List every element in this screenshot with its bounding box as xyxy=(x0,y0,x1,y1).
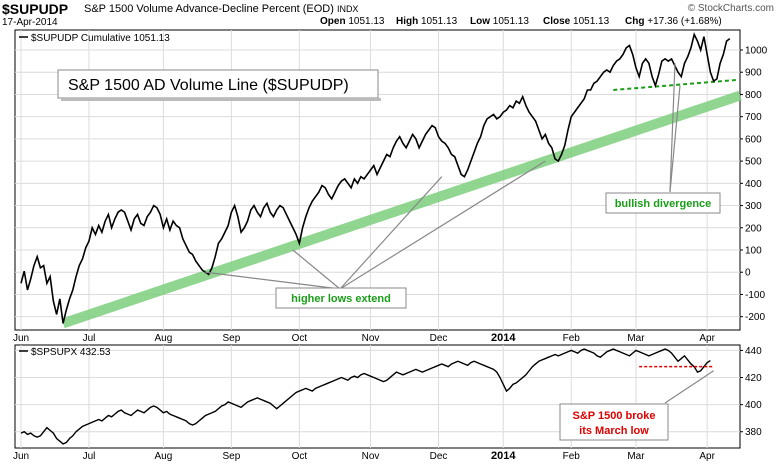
series-line-supudp xyxy=(20,32,731,324)
y-tick-label: 1000 xyxy=(745,46,768,57)
annotation-box-higher-lows xyxy=(275,287,407,309)
title-box xyxy=(57,69,379,99)
x-tick-label: Nov xyxy=(362,333,380,344)
x-tick-label: Mar xyxy=(627,333,645,344)
open-label: Open xyxy=(320,16,346,27)
x-tick-label: Oct xyxy=(292,451,308,462)
annotation-higher-lows: higher lows extend xyxy=(291,293,391,305)
x-tick-label: Nov xyxy=(362,451,380,462)
change-value: +17.36 (+1.68%) xyxy=(647,16,722,27)
x-tick-label: Jul xyxy=(83,333,96,344)
trend-band xyxy=(61,90,742,329)
change-quote: Chg +17.36 (+1.68%) xyxy=(625,16,722,27)
chart-date: 17-Apr-2014 xyxy=(2,17,58,28)
y-tick-label: 500 xyxy=(745,157,762,168)
y-tick-label: 700 xyxy=(745,112,762,123)
x-tick-label: Apr xyxy=(699,451,715,462)
annotation-pointer xyxy=(292,249,341,290)
high-quote: High 1051.13 xyxy=(396,16,457,27)
x-tick-label: Oct xyxy=(292,333,308,344)
y-tick-label: 100 xyxy=(745,246,762,257)
annotation-pointer xyxy=(339,160,546,290)
annotation-pointer xyxy=(339,176,443,290)
x-tick-label: Jun xyxy=(13,333,29,344)
x-tick-label: Sep xyxy=(222,451,240,462)
y-tick-label: -200 xyxy=(745,312,765,323)
x-tick-label: Jul xyxy=(83,451,96,462)
annotation-pointer xyxy=(205,271,341,290)
y-tick-label: -100 xyxy=(745,290,765,301)
y-tick-label: 600 xyxy=(745,134,762,145)
y-tick-label: 200 xyxy=(745,223,762,234)
y-tick-label: 380 xyxy=(745,427,762,438)
x-tick-label: Aug xyxy=(155,451,173,462)
annotation-march-low-line1: S&P 1500 broke xyxy=(573,410,656,422)
y-tick-label: 900 xyxy=(745,68,762,79)
y-tick-label: 400 xyxy=(745,179,762,190)
x-tick-label: Aug xyxy=(155,333,173,344)
x-tick-label: 2014 xyxy=(491,450,516,462)
y-tick-label: 0 xyxy=(745,268,751,279)
low-value: 1051.13 xyxy=(492,16,529,27)
annotation-pointer xyxy=(669,63,676,193)
x-tick-label: Apr xyxy=(699,333,715,344)
high-label: High xyxy=(396,16,419,27)
x-tick-label: Sep xyxy=(222,333,240,344)
open-quote: Open 1051.13 xyxy=(320,16,385,27)
legend-label: $SUPUDP Cumulative 1051.13 xyxy=(31,33,170,44)
high-value: 1051.13 xyxy=(421,16,458,27)
series-line-spsupx xyxy=(20,348,711,445)
chart-header: $SUPUDP S&P 1500 Volume Advance-Decline … xyxy=(0,0,780,30)
x-tick-label: 2014 xyxy=(491,332,516,344)
annotation-march-low-line2: its March low xyxy=(579,425,649,437)
annotation-pointer xyxy=(664,370,714,404)
y-tick-label: 800 xyxy=(745,90,762,101)
ticker-description: S&P 1500 Volume Advance-Decline Percent … xyxy=(84,3,358,15)
title-box-shadow xyxy=(61,98,381,101)
x-tick-label: Jun xyxy=(13,451,29,462)
annotation-box-march-low xyxy=(559,403,669,441)
x-tick-label: Feb xyxy=(563,451,581,462)
ticker-symbol: $SUPUDP xyxy=(2,1,69,17)
low-quote: Low 1051.13 xyxy=(470,16,529,27)
legend-label: $SPSUPX 432.53 xyxy=(31,347,111,358)
open-value: 1051.13 xyxy=(348,16,385,27)
x-tick-label: Feb xyxy=(563,333,581,344)
y-tick-label: 400 xyxy=(745,400,762,411)
change-label: Chg xyxy=(625,16,645,27)
x-tick-label: Dec xyxy=(430,451,448,462)
close-quote: Close 1051.13 xyxy=(543,16,609,27)
description-text: S&P 1500 Volume Advance-Decline Percent … xyxy=(84,3,334,15)
close-label: Close xyxy=(543,16,571,27)
annotation-bullish-divergence: bullish divergence xyxy=(615,198,712,210)
low-label: Low xyxy=(470,16,490,27)
y-tick-label: 300 xyxy=(745,201,762,212)
close-value: 1051.13 xyxy=(573,16,610,27)
brand-watermark: © StockCharts.com xyxy=(687,3,774,14)
y-tick-label: 440 xyxy=(745,346,762,357)
y-tick-label: 420 xyxy=(745,373,762,384)
annotation-pointer xyxy=(669,85,681,193)
annotation-box-divergence xyxy=(605,192,721,214)
x-tick-label: Dec xyxy=(430,333,448,344)
exchange-label: INDX xyxy=(336,4,359,14)
chart-title: S&P 1500 AD Volume Line ($SUPUDP) xyxy=(68,77,349,94)
x-tick-label: Mar xyxy=(627,451,645,462)
